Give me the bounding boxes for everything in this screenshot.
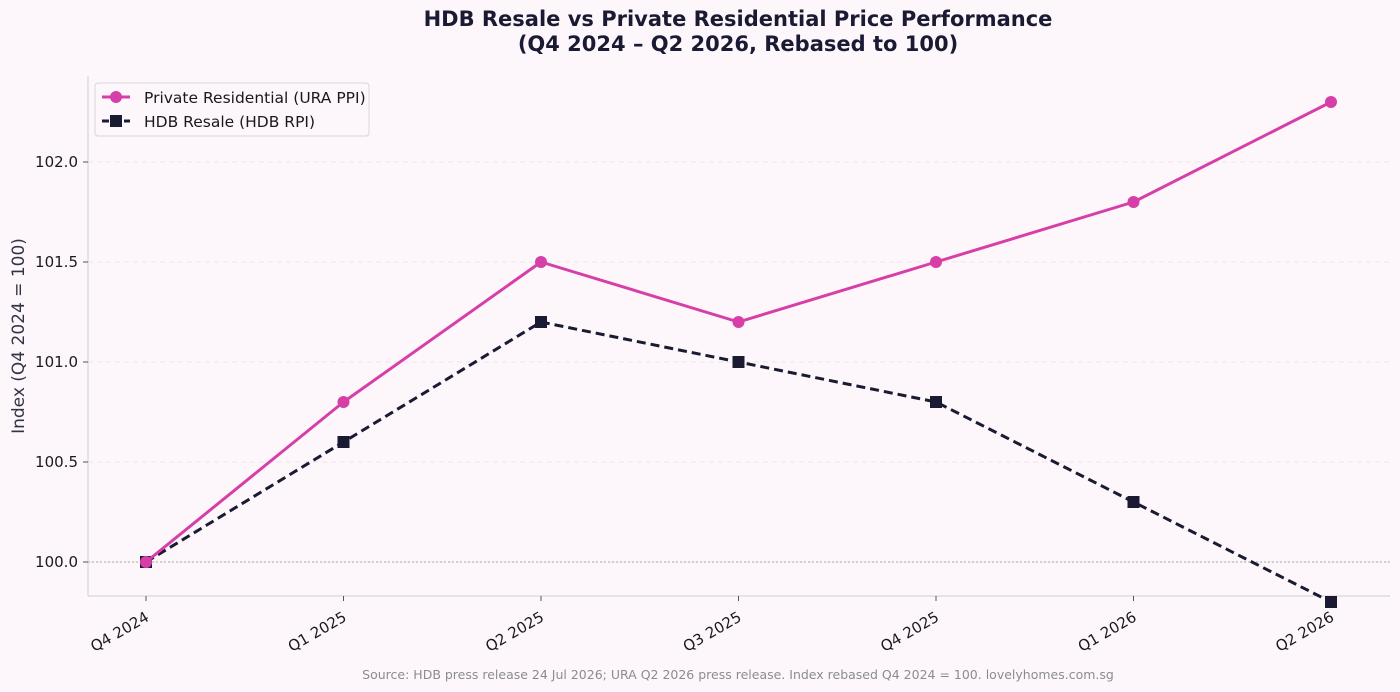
y-tick-label: 100.0: [35, 553, 78, 571]
legend-frame: [94, 82, 370, 137]
x-tick-label: Q1 2026: [1075, 608, 1140, 656]
y-tick-label: 101.5: [35, 253, 78, 271]
y-axis-label: Index (Q4 2024 = 100): [9, 238, 29, 434]
x-axis-ticks: Q4 2024 Q1 2025 Q2 2025 Q3 2025 Q4 2025 Q1 20…: [87, 596, 1337, 656]
data-point-hdb: [337, 436, 350, 448]
x-tick-label: Q4 2025: [877, 608, 942, 656]
chart-title-line-2: (Q4 2024 – Q2 2026, Rebased to 100): [518, 32, 958, 56]
data-point-hdb: [930, 396, 942, 408]
series-line-private: [145, 100, 1332, 564]
y-tick-label: 100.5: [35, 453, 78, 471]
y-axis-ticks: 100.0 100.5 101.0 101.5 102.0: [35, 153, 88, 571]
data-point-private: [930, 256, 942, 268]
data-point-private: [337, 396, 350, 408]
x-tick-label: Q4 2024: [87, 608, 152, 656]
data-point-hdb: [1325, 596, 1337, 608]
data-point-hdb: [1127, 496, 1140, 508]
data-point-private: [732, 316, 745, 328]
data-point-private: [535, 256, 547, 268]
series-lines: [140, 96, 1337, 608]
data-point-hdb: [535, 316, 547, 328]
legend-swatch-private-marker: [110, 91, 122, 103]
data-point-private: [1127, 196, 1140, 208]
data-point-hdb: [732, 356, 745, 368]
y-tick-label: 101.0: [35, 353, 78, 371]
data-point-private: [1325, 96, 1337, 108]
chart-title-line-1: HDB Resale vs Private Residential Price …: [424, 7, 1053, 31]
chart-legend: Private Residential (URA PPI) HDB Resale…: [94, 82, 370, 137]
legend-label-private: Private Residential (URA PPI): [144, 89, 366, 107]
legend-swatch-hdb-marker: [110, 115, 122, 127]
legend-label-hdb: HDB Resale (HDB RPI): [144, 113, 315, 131]
data-point-private: [140, 556, 152, 568]
x-tick-label: Q3 2025: [680, 608, 745, 656]
source-note: Source: HDB press release 24 Jul 2026; U…: [362, 667, 1114, 682]
x-tick-label: Q1 2025: [285, 608, 350, 656]
x-tick-label: Q2 2025: [482, 608, 547, 656]
x-tick-label: Q2 2026: [1272, 608, 1337, 656]
y-tick-label: 102.0: [35, 153, 78, 171]
